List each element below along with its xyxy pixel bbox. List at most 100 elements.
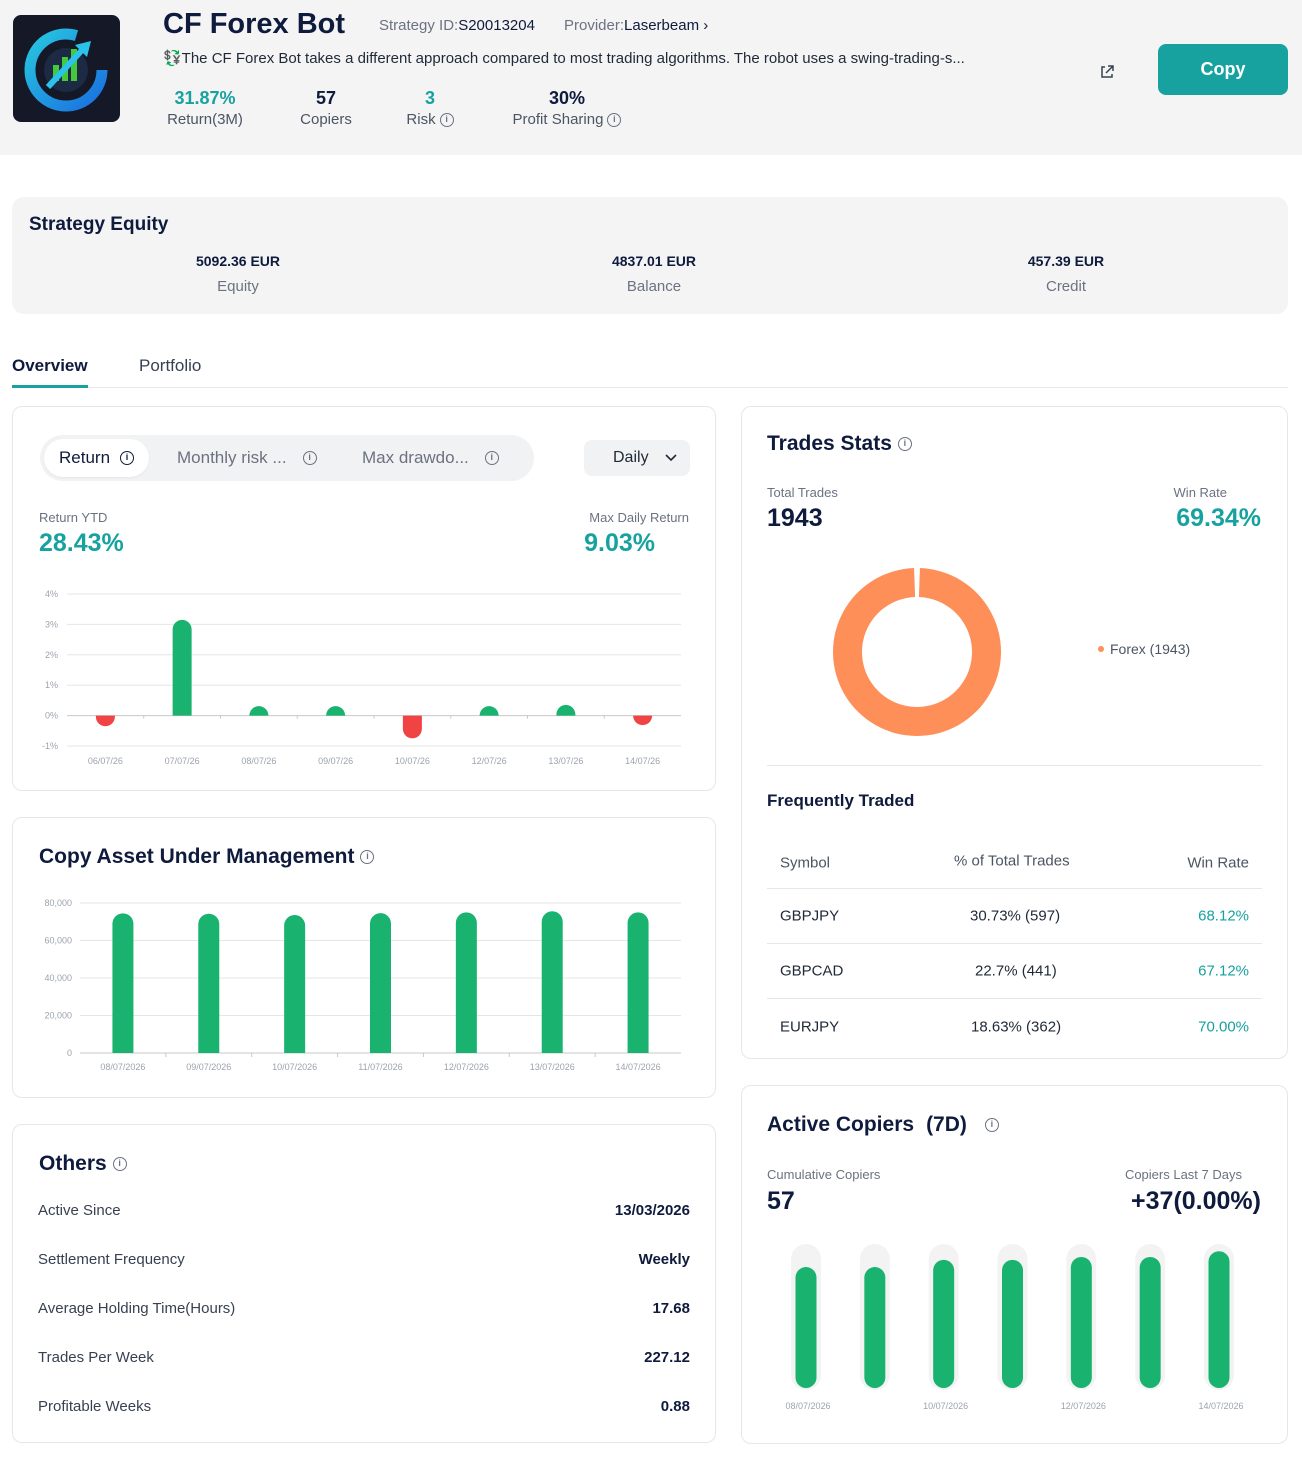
segment-return[interactable]: Return i — [44, 439, 150, 477]
equity-title: Strategy Equity — [29, 214, 169, 235]
trades-stats-title: Trades Stats i — [767, 432, 912, 456]
x-tick-label: 14/07/2026 — [1198, 1401, 1243, 1411]
copy-button[interactable]: Copy — [1158, 44, 1288, 95]
return-bar — [479, 706, 499, 716]
info-icon: i — [120, 451, 135, 465]
y-tick-label: 1% — [45, 680, 58, 690]
strategy-header: CF Forex Bot Strategy ID:S20013204 Provi… — [0, 0, 1302, 155]
total-trades-label: Total Trades — [767, 485, 838, 500]
win-rate-value: 69.34% — [1176, 504, 1261, 532]
external-link-icon[interactable] — [1099, 64, 1115, 80]
x-tick-label: 10/07/2026 — [272, 1062, 317, 1072]
table-row: GBPCAD 22.7% (441) 67.12% — [767, 944, 1262, 999]
aum-title: Copy Asset Under Management i — [39, 845, 375, 869]
stat-copiers: 57 Copiers — [300, 88, 352, 128]
return-bar — [556, 704, 576, 716]
active-copiers-chart: 08/07/2026 10/07/2026 12/07/2026 14/07/2026 — [785, 1244, 1244, 1411]
strategy-title: CF Forex Bot — [163, 8, 346, 40]
period-dropdown[interactable]: Daily — [584, 440, 690, 476]
frequently-traded-title: Frequently Traded — [767, 791, 915, 810]
segment-monthly-risk[interactable]: Monthly risk ... i — [162, 439, 332, 477]
metric-segmented-control: Return i Monthly risk ... i Max drawdo... i — [40, 435, 534, 481]
x-tick-label: 12/07/2026 — [444, 1062, 489, 1072]
x-tick-label: 13/07/2026 — [530, 1062, 575, 1072]
y-tick-label: 20,000 — [44, 1011, 72, 1021]
equity-value: 5092.36 EUR Equity — [195, 253, 281, 295]
info-icon[interactable]: i — [439, 112, 454, 127]
y-tick-label: 40,000 — [44, 973, 72, 983]
x-tick-label: 10/07/2026 — [923, 1401, 968, 1411]
strategy-id: Strategy ID:S20013204 — [379, 17, 535, 34]
return-ytd-value: 28.43% — [39, 529, 124, 557]
copiers-bar — [1208, 1251, 1230, 1388]
info-icon: i — [302, 451, 317, 465]
divider — [767, 765, 1262, 766]
info-icon[interactable]: i — [360, 850, 375, 864]
x-tick-label: 14/07/2026 — [616, 1062, 661, 1072]
strategy-logo — [13, 15, 120, 122]
x-tick-label: 13/07/26 — [548, 756, 583, 766]
y-tick-label: 0 — [67, 1048, 72, 1058]
chevron-down-icon — [664, 454, 677, 462]
max-daily-return-value: 9.03% — [584, 529, 655, 557]
copiers-bar — [1002, 1259, 1023, 1388]
aum-bar — [284, 915, 306, 1053]
tab-portfolio[interactable]: Portfolio — [139, 356, 202, 375]
cumulative-copiers-label: Cumulative Copiers — [767, 1167, 881, 1182]
aum-bar — [627, 912, 649, 1053]
active-copiers-card: Active Copiers (7D) i Cumulative Copiers 5… — [741, 1085, 1288, 1444]
return-ytd-label: Return YTD — [39, 510, 108, 525]
donut-legend: Forex (1943) — [1098, 641, 1190, 657]
copiers-bar — [1070, 1256, 1092, 1388]
y-tick-label: -1% — [42, 741, 58, 751]
info-icon[interactable]: i — [984, 1118, 999, 1132]
aum-bar — [112, 913, 134, 1053]
x-tick-label: 11/07/2026 — [358, 1062, 402, 1072]
y-tick-label: 3% — [45, 619, 58, 629]
x-tick-label: 12/07/26 — [472, 756, 507, 766]
aum-bar — [370, 913, 391, 1053]
stat-return-3m: 31.87% Return(3M) — [167, 88, 243, 128]
active-copiers-title: Active Copiers (7D) i — [767, 1113, 999, 1137]
info-icon[interactable]: i — [897, 437, 912, 451]
win-rate-label: Win Rate — [1173, 485, 1227, 500]
x-tick-label: 08/07/2026 — [785, 1401, 830, 1411]
others-row: Average Holding Time(Hours) 17.68 — [38, 1300, 690, 1317]
stat-risk: 3 Risk i — [399, 88, 461, 128]
credit-value: 457.39 EUR Credit — [1027, 253, 1105, 295]
aum-bar — [541, 911, 563, 1053]
y-tick-label: 4% — [45, 589, 58, 599]
table-row: EURJPY 18.63% (362) 70.00% — [780, 1018, 1249, 1036]
return-bar — [172, 619, 192, 716]
return-bar — [402, 715, 422, 739]
aum-bar — [198, 913, 220, 1053]
return-bar — [633, 715, 653, 726]
x-tick-label: 07/07/26 — [165, 756, 200, 766]
others-card: Others i Active Since 13/03/2026 Settlemen… — [12, 1124, 716, 1443]
provider-link[interactable]: Provider:Laserbeam › — [564, 17, 709, 34]
copiers-last7-value: +37(0.00%) — [1131, 1187, 1261, 1215]
y-tick-label: 80,000 — [44, 898, 72, 908]
return-bar — [326, 706, 346, 716]
info-icon: i — [484, 451, 499, 465]
trades-donut-chart — [833, 568, 1001, 736]
y-tick-label: 2% — [45, 650, 58, 660]
copiers-bar — [864, 1267, 886, 1388]
y-tick-label: 0% — [45, 711, 58, 721]
info-icon[interactable]: i — [112, 1157, 127, 1171]
others-row: Trades Per Week 227.12 — [38, 1349, 690, 1366]
tab-bar: Overview Portfolio — [12, 352, 1288, 388]
info-icon[interactable]: i — [607, 112, 622, 127]
aum-card: Copy Asset Under Management i 0 20,000 40,0… — [12, 817, 716, 1098]
x-tick-label: 10/07/26 — [395, 756, 430, 766]
y-tick-label: 60,000 — [44, 936, 72, 946]
copiers-bar — [1139, 1256, 1161, 1388]
tab-overview[interactable]: Overview — [12, 356, 88, 388]
return-bar — [95, 715, 115, 727]
x-tick-label: 14/07/26 — [625, 756, 660, 766]
others-row: Active Since 13/03/2026 — [38, 1202, 690, 1219]
donut-slice-forex — [833, 568, 1001, 736]
segment-max-drawdown[interactable]: Max drawdo... i — [347, 439, 514, 477]
return-bar — [249, 706, 269, 716]
x-tick-label: 09/07/2026 — [186, 1062, 231, 1072]
